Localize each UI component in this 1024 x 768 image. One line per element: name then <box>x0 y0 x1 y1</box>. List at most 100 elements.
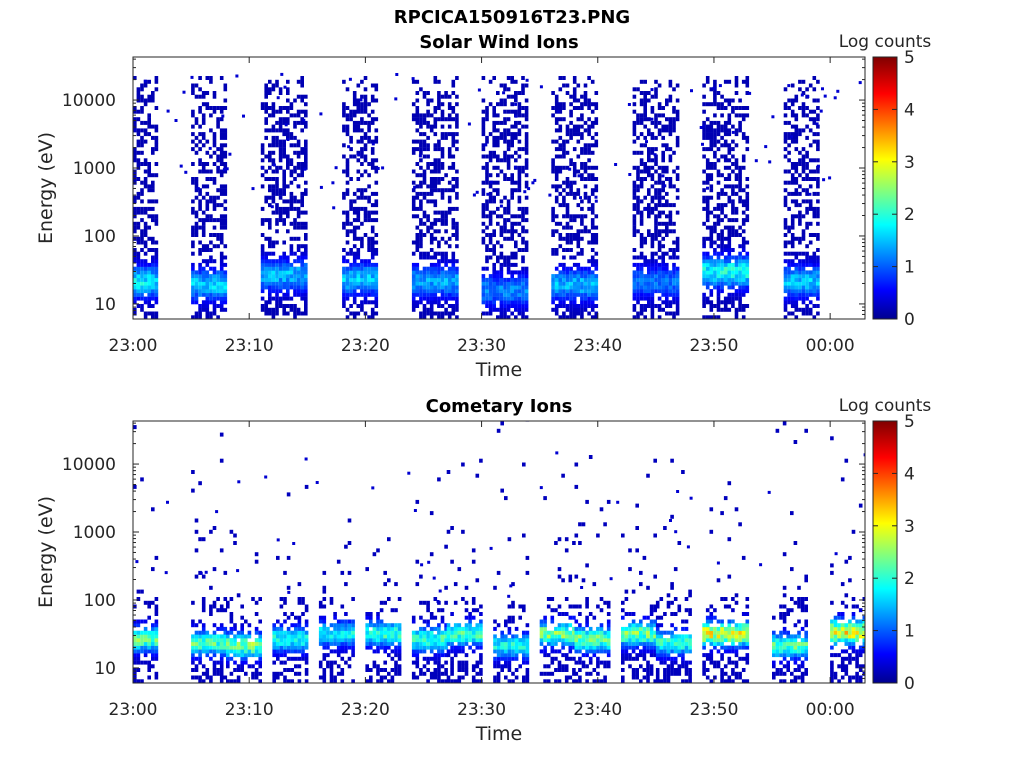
spectrogram-cell <box>296 274 301 279</box>
spectrogram-cell <box>583 274 588 279</box>
spectrogram-cell <box>731 233 735 237</box>
spectrogram-cell <box>562 165 566 170</box>
spectrogram-cell <box>151 180 155 185</box>
spectrogram-cell <box>201 630 206 635</box>
spectrogram-cell <box>731 191 735 196</box>
spectrogram-cell <box>455 277 459 282</box>
spectrogram-cell <box>219 671 224 676</box>
spectrogram-cell <box>524 270 529 275</box>
spectrogram-cell <box>212 285 217 290</box>
spectrogram-cell <box>654 304 658 308</box>
spectrogram-cell <box>590 79 595 84</box>
spectrogram-cell <box>322 615 327 620</box>
spectrogram-cell <box>643 315 647 319</box>
spectrogram-cell <box>805 154 809 159</box>
spectrogram-cell <box>594 233 599 237</box>
spectrogram-cell <box>194 177 199 181</box>
spectrogram-cell <box>194 296 199 301</box>
spectrogram-cell <box>301 653 305 658</box>
spectrogram-cell <box>283 679 287 683</box>
spectrogram-cell <box>514 244 518 249</box>
spectrogram-cell <box>481 124 486 129</box>
spectrogram-cell <box>300 128 304 133</box>
spectrogram-cell <box>419 158 423 163</box>
spectrogram-cell <box>419 649 423 654</box>
spectrogram-cell <box>787 84 791 88</box>
spectrogram-cell <box>636 195 640 200</box>
spectrogram-cell <box>219 292 224 297</box>
spectrogram-cell <box>590 277 595 282</box>
spectrogram-cell <box>558 106 563 110</box>
spectrogram-cell <box>286 634 291 639</box>
spectrogram-cell <box>411 169 416 174</box>
spectrogram-cell <box>731 300 735 305</box>
spectrogram-cell <box>151 206 155 211</box>
spectrogram-cell <box>506 177 511 181</box>
spectrogram-cell <box>650 94 655 99</box>
spectrogram-cell <box>140 266 144 271</box>
spectrogram-cell <box>801 177 806 181</box>
spectrogram-cell <box>580 289 584 294</box>
spectrogram-cell <box>657 307 662 312</box>
spectrogram-cell <box>503 132 507 137</box>
spectrogram-cell <box>650 199 655 204</box>
spectrogram-cell <box>219 653 224 658</box>
spectrogram-cell <box>194 292 199 297</box>
spectrogram-cell <box>201 132 206 137</box>
spectrogram-cell <box>433 169 438 174</box>
spectrogram-cell <box>258 671 262 676</box>
spectrogram-cell <box>286 117 290 122</box>
spectrogram-cell <box>342 102 346 107</box>
spectrogram-cell <box>783 221 788 226</box>
spectrogram-cell <box>496 143 500 148</box>
spectrogram-cell <box>279 623 284 628</box>
spectrogram-cell <box>198 630 202 635</box>
spectrogram-cell <box>205 244 210 249</box>
spectrogram-cell <box>426 91 430 95</box>
spectrogram-cell <box>654 229 658 234</box>
spectrogram-cell <box>370 203 375 208</box>
spectrogram-cell <box>590 173 595 178</box>
spectrogram-cell <box>363 206 368 211</box>
spectrogram-cell <box>513 165 517 169</box>
spectrogram-cell <box>198 109 202 114</box>
spectrogram-cell <box>236 668 241 672</box>
spectrogram-cell <box>226 638 230 643</box>
spectrogram-cell <box>216 274 220 279</box>
spectrogram-cell <box>455 296 459 301</box>
spectrogram-cell <box>363 259 368 264</box>
spectrogram-cell <box>143 660 148 665</box>
spectrogram-cell <box>345 240 350 245</box>
spectrogram-cell <box>554 165 559 170</box>
spectrogram-cell <box>805 255 809 260</box>
spectrogram-cell <box>702 270 706 275</box>
spectrogram-cell <box>374 180 379 185</box>
spectrogram-cell <box>205 311 210 316</box>
spectrogram-cell <box>390 634 395 639</box>
spectrogram-cell <box>282 307 286 312</box>
spectrogram-cell <box>801 262 806 267</box>
spectrogram-cell <box>191 199 195 204</box>
spectrogram-cell <box>372 623 377 628</box>
spectrogram-cell <box>426 266 430 271</box>
spectrogram-cell <box>661 262 665 267</box>
spectrogram-cell <box>133 307 137 312</box>
spectrogram-cell <box>205 289 210 294</box>
spectrogram-cell <box>347 630 352 635</box>
spectrogram-cell <box>360 285 364 290</box>
spectrogram-cell <box>433 277 438 282</box>
spectrogram-cell <box>569 233 573 237</box>
spectrogram-cell <box>293 206 297 211</box>
spectrogram-cell <box>264 251 268 256</box>
spectrogram-cell <box>650 304 655 308</box>
spectrogram-cell <box>264 236 268 241</box>
spectrogram-cell <box>437 147 441 152</box>
spectrogram-cell <box>352 102 357 107</box>
spectrogram-cell <box>318 660 323 665</box>
spectrogram-cell <box>572 147 577 152</box>
spectrogram-cell <box>279 641 284 646</box>
spectrogram-cell <box>801 128 806 133</box>
spectrogram-cell <box>665 102 669 107</box>
spectrogram-cell <box>271 240 276 245</box>
spectrogram-cell <box>510 274 514 279</box>
